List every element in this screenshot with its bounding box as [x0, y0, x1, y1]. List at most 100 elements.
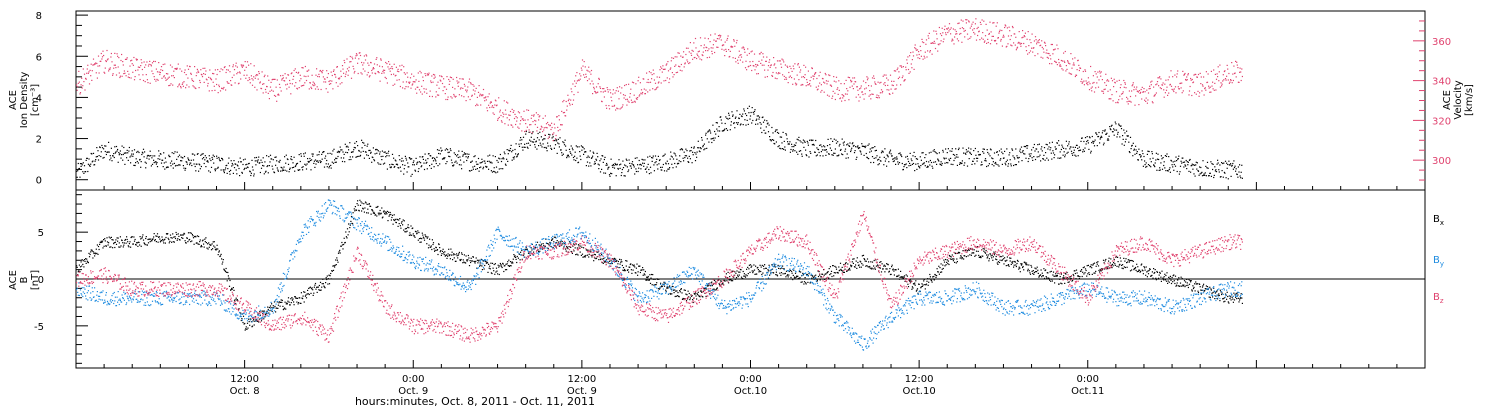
density-series-point — [533, 141, 535, 143]
velocity-series-point — [1238, 81, 1240, 83]
density-series-point — [834, 148, 836, 150]
density-series-point — [820, 151, 822, 153]
density-series-point — [605, 164, 607, 166]
density-series-point — [894, 157, 896, 159]
velocity-series-point — [465, 89, 467, 91]
density-series-point — [383, 151, 385, 153]
velocity-series-point — [1090, 87, 1092, 89]
density-series-point — [1143, 155, 1145, 158]
density-series-point — [584, 151, 586, 153]
density-series-point — [775, 141, 777, 143]
density-series-point — [1051, 158, 1053, 160]
bx-series-point — [115, 243, 118, 245]
velocity-series-point — [1132, 84, 1134, 86]
velocity-series-point — [437, 81, 439, 83]
density-series-point — [639, 163, 641, 165]
density-series-point — [582, 146, 584, 148]
velocity-series-point — [79, 93, 81, 95]
density-series-point — [1185, 165, 1187, 167]
bx-series-point — [141, 236, 143, 238]
density-series-point — [287, 163, 290, 165]
density-series-point — [168, 155, 170, 158]
density-series-point — [384, 162, 386, 164]
velocity-series-point — [264, 88, 267, 91]
density-series-point — [366, 145, 368, 147]
density-series-point — [196, 153, 198, 155]
bx-series-point — [269, 305, 272, 307]
velocity-series-point — [708, 48, 710, 50]
density-series-point — [620, 163, 622, 165]
bx-series-point — [348, 231, 350, 233]
bottom-left-ylabel: ACE B [nT] — [8, 270, 41, 290]
velocity-series-point — [285, 77, 287, 79]
bx-series-point — [363, 203, 365, 205]
density-series-point — [521, 139, 523, 141]
velocity-series-point — [385, 77, 387, 80]
density-series-point — [1056, 142, 1058, 144]
density-series-point — [823, 145, 825, 147]
velocity-series-point — [688, 51, 690, 53]
bx-series-point — [307, 293, 309, 295]
density-series-point — [183, 155, 186, 158]
bx-series-point — [146, 244, 148, 246]
bx-series-point — [311, 287, 313, 289]
density-series-point — [1147, 164, 1150, 166]
velocity-series-point — [1216, 73, 1218, 75]
bx-series-point — [205, 237, 207, 239]
velocity-series-point — [553, 132, 555, 134]
density-series-point — [217, 167, 219, 169]
velocity-series-point — [639, 94, 641, 96]
density-series-point — [889, 149, 892, 151]
velocity-series-point — [78, 81, 80, 83]
density-series-point — [612, 163, 614, 166]
velocity-series-point — [912, 51, 914, 53]
velocity-series-point — [456, 80, 458, 82]
top-right-tick-label: 320 — [1432, 116, 1451, 127]
bx-series-point — [336, 257, 338, 259]
density-series-point — [342, 151, 344, 153]
velocity-series-point — [612, 93, 614, 95]
velocity-series-point — [497, 119, 499, 121]
velocity-series-point — [575, 82, 577, 84]
bx-series-point — [103, 245, 105, 247]
velocity-series-point — [780, 63, 782, 65]
velocity-series-point — [672, 76, 674, 78]
velocity-series-point — [894, 88, 896, 90]
velocity-series-point — [1125, 87, 1127, 89]
density-series-point — [314, 166, 316, 168]
density-series-point — [524, 143, 526, 145]
density-series-point — [642, 162, 644, 164]
density-series-point — [1176, 160, 1178, 162]
velocity-series-point — [137, 69, 139, 71]
density-series-point — [321, 153, 323, 155]
density-series-point — [730, 124, 732, 126]
bx-series-point — [101, 240, 104, 242]
density-series-point — [418, 168, 420, 170]
density-series-point — [527, 142, 530, 144]
velocity-series-point — [757, 73, 759, 75]
density-series-point — [987, 165, 989, 167]
density-series-point — [570, 152, 572, 154]
velocity-series-point — [214, 89, 216, 91]
velocity-series-point — [574, 80, 576, 82]
velocity-series-point — [105, 60, 107, 63]
velocity-series-point — [640, 92, 642, 94]
density-series-point — [1183, 166, 1185, 168]
velocity-series-point — [117, 66, 119, 68]
velocity-series-point — [535, 120, 537, 122]
density-series-point — [1210, 161, 1212, 163]
density-series-point — [1101, 132, 1103, 134]
bx-series-point — [92, 251, 95, 253]
velocity-series-point — [711, 50, 713, 52]
velocity-series-point — [1031, 47, 1033, 49]
velocity-series-point — [738, 50, 740, 52]
density-series-point — [1133, 148, 1135, 150]
density-series-point — [495, 166, 498, 168]
density-series-point — [696, 151, 698, 153]
velocity-series-point — [1034, 55, 1036, 57]
velocity-series-point — [1217, 76, 1219, 78]
velocity-series-point — [556, 116, 558, 118]
velocity-series-point — [755, 66, 757, 68]
bx-series-point — [434, 249, 436, 251]
density-series-point — [182, 165, 184, 167]
